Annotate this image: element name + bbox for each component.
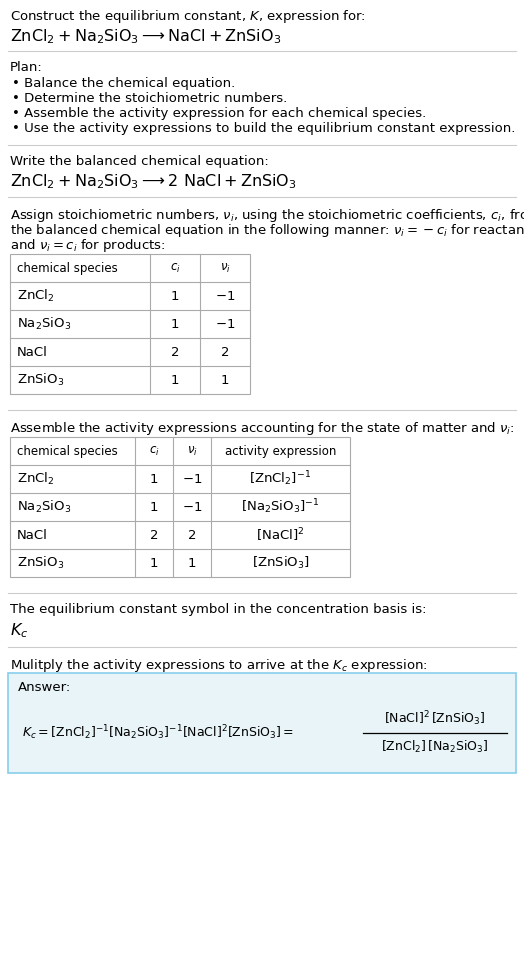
Bar (10, 437, 350, 577)
Text: 1: 1 (171, 373, 179, 387)
Text: 1: 1 (171, 289, 179, 303)
Text: Write the balanced chemical equation:: Write the balanced chemical equation: (10, 155, 269, 168)
Text: chemical species: chemical species (17, 444, 118, 457)
Text: activity expression: activity expression (225, 444, 336, 457)
Text: $\mathrm{ZnCl_2}$: $\mathrm{ZnCl_2}$ (17, 288, 54, 304)
Text: $-1$: $-1$ (182, 473, 202, 485)
Text: $c_i$: $c_i$ (170, 262, 180, 274)
Text: the balanced chemical equation in the following manner: $\nu_i = -c_i$ for react: the balanced chemical equation in the fo… (10, 222, 524, 239)
Text: Assign stoichiometric numbers, $\nu_i$, using the stoichiometric coefficients, $: Assign stoichiometric numbers, $\nu_i$, … (10, 207, 524, 224)
Text: $\mathrm{Na_2SiO_3}$: $\mathrm{Na_2SiO_3}$ (17, 499, 71, 515)
Text: $\mathrm{ZnCl_2 + Na_2SiO_3 \longrightarrow 2\ NaCl + ZnSiO_3}$: $\mathrm{ZnCl_2 + Na_2SiO_3 \longrightar… (10, 172, 297, 191)
Text: The equilibrium constant symbol in the concentration basis is:: The equilibrium constant symbol in the c… (10, 603, 427, 616)
Text: NaCl: NaCl (17, 528, 48, 541)
Text: and $\nu_i = c_i$ for products:: and $\nu_i = c_i$ for products: (10, 237, 166, 254)
Text: $-1$: $-1$ (182, 500, 202, 514)
Text: • Use the activity expressions to build the equilibrium constant expression.: • Use the activity expressions to build … (12, 122, 516, 135)
Text: $\mathrm{Na_2SiO_3}$: $\mathrm{Na_2SiO_3}$ (17, 316, 71, 332)
Text: • Determine the stoichiometric numbers.: • Determine the stoichiometric numbers. (12, 92, 287, 105)
Text: 2: 2 (188, 528, 196, 541)
Text: $-1$: $-1$ (215, 289, 235, 303)
Text: $[\mathrm{ZnCl_2}]\,[\mathrm{Na_2SiO_3}]$: $[\mathrm{ZnCl_2}]\,[\mathrm{Na_2SiO_3}]… (381, 739, 489, 755)
Text: $[\mathrm{Na_2SiO_3}]^{-1}$: $[\mathrm{Na_2SiO_3}]^{-1}$ (241, 498, 320, 517)
Text: $[\mathrm{ZnSiO_3}]$: $[\mathrm{ZnSiO_3}]$ (252, 555, 309, 571)
Text: $K_c$: $K_c$ (10, 621, 28, 640)
Text: 2: 2 (171, 346, 179, 358)
Text: Answer:: Answer: (18, 681, 71, 694)
Text: $\mathrm{ZnCl_2 + Na_2SiO_3 \longrightarrow NaCl + ZnSiO_3}$: $\mathrm{ZnCl_2 + Na_2SiO_3 \longrightar… (10, 27, 281, 46)
Text: Mulitply the activity expressions to arrive at the $K_c$ expression:: Mulitply the activity expressions to arr… (10, 657, 428, 674)
Text: $\mathrm{ZnSiO_3}$: $\mathrm{ZnSiO_3}$ (17, 555, 64, 571)
Text: $[\mathrm{NaCl}]^2$: $[\mathrm{NaCl}]^2$ (256, 526, 304, 543)
Text: Plan:: Plan: (10, 61, 43, 74)
Text: 1: 1 (150, 557, 158, 569)
Text: • Balance the chemical equation.: • Balance the chemical equation. (12, 77, 235, 90)
FancyBboxPatch shape (8, 673, 516, 773)
Text: $K_c = [\mathrm{ZnCl_2}]^{-1}[\mathrm{Na_2SiO_3}]^{-1}[\mathrm{NaCl}]^2[\mathrm{: $K_c = [\mathrm{ZnCl_2}]^{-1}[\mathrm{Na… (22, 724, 294, 742)
Text: $[\mathrm{ZnCl_2}]^{-1}$: $[\mathrm{ZnCl_2}]^{-1}$ (249, 470, 311, 488)
Text: $-1$: $-1$ (215, 317, 235, 330)
Text: Construct the equilibrium constant, $K$, expression for:: Construct the equilibrium constant, $K$,… (10, 8, 366, 25)
Text: 1: 1 (221, 373, 230, 387)
Text: NaCl: NaCl (17, 346, 48, 358)
Text: $c_i$: $c_i$ (149, 444, 159, 457)
Bar (10, 254, 250, 394)
Text: 1: 1 (188, 557, 196, 569)
Text: chemical species: chemical species (17, 262, 118, 274)
Text: 1: 1 (171, 317, 179, 330)
Text: 1: 1 (150, 500, 158, 514)
Text: $[\mathrm{NaCl}]^2\,[\mathrm{ZnSiO_3}]$: $[\mathrm{NaCl}]^2\,[\mathrm{ZnSiO_3}]$ (384, 710, 486, 729)
Text: 2: 2 (150, 528, 158, 541)
Text: 1: 1 (150, 473, 158, 485)
Text: • Assemble the activity expression for each chemical species.: • Assemble the activity expression for e… (12, 107, 426, 120)
Text: $\nu_i$: $\nu_i$ (220, 262, 231, 274)
Text: Assemble the activity expressions accounting for the state of matter and $\nu_i$: Assemble the activity expressions accoun… (10, 420, 515, 437)
Text: $\mathrm{ZnCl_2}$: $\mathrm{ZnCl_2}$ (17, 471, 54, 487)
Text: $\mathrm{ZnSiO_3}$: $\mathrm{ZnSiO_3}$ (17, 371, 64, 388)
Text: 2: 2 (221, 346, 230, 358)
Text: $\nu_i$: $\nu_i$ (187, 444, 198, 457)
